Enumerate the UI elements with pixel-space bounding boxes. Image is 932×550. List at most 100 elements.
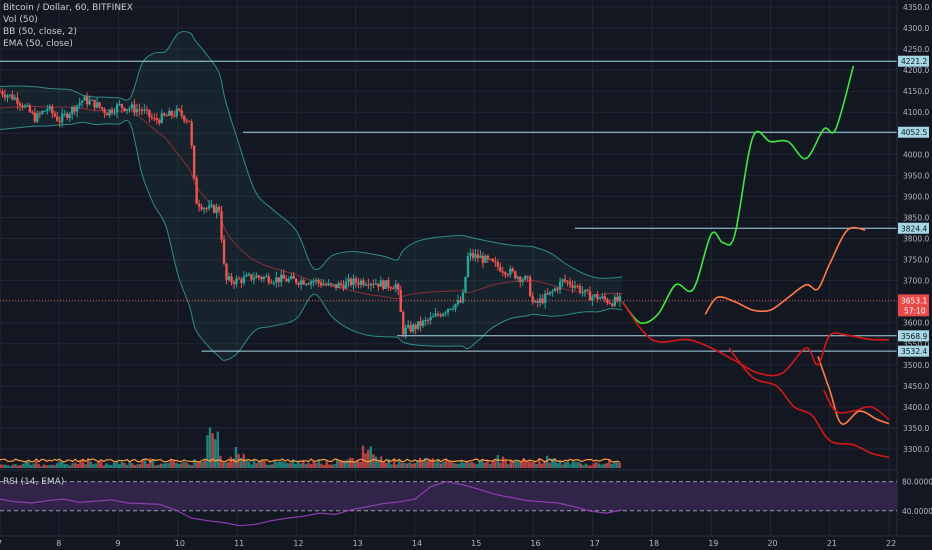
volume-bar — [532, 461, 536, 468]
volume-bar — [61, 461, 64, 468]
volume-bar — [221, 462, 225, 468]
volume-bar — [268, 464, 271, 468]
candle-body — [342, 284, 345, 289]
price-tick-label: 4300.0 — [903, 24, 929, 33]
volume-bar — [219, 455, 222, 468]
volume-bar — [577, 462, 580, 468]
candle-body — [46, 108, 49, 111]
ema-indicator-label[interactable]: EMA (50, close) — [3, 39, 73, 49]
volume-bar — [595, 462, 598, 468]
bollinger-indicator-label[interactable]: BB (50, close, 2) — [3, 27, 78, 37]
volume-bar — [92, 464, 95, 468]
candle-body — [56, 116, 59, 121]
candle-body — [135, 109, 139, 113]
volume-bar — [71, 463, 74, 468]
volume-bar — [379, 456, 383, 468]
candle-body — [327, 283, 330, 285]
volume-bar — [102, 465, 105, 468]
candle-body — [374, 283, 378, 285]
price-tick-label: 3950.0 — [903, 171, 929, 180]
candle-body — [551, 290, 554, 292]
candle-body — [120, 104, 124, 108]
candle-body — [461, 292, 465, 303]
candle-body — [200, 206, 203, 210]
volume-bar — [413, 463, 417, 468]
candle-body — [322, 284, 325, 286]
volume-bar — [512, 461, 515, 468]
candle-body — [43, 110, 47, 112]
candle-body — [143, 109, 146, 111]
candle-body — [474, 254, 477, 258]
current-price-label: 3653.1 — [901, 296, 927, 305]
candle-body — [80, 100, 84, 103]
volume-bar — [366, 449, 370, 468]
rsi-indicator-label[interactable]: RSI (14, EMA) — [3, 477, 65, 487]
volume-bar — [504, 460, 507, 468]
candle-body — [66, 113, 69, 119]
volume-bar — [58, 461, 61, 468]
candle-body — [297, 282, 300, 285]
volume-bar — [24, 461, 28, 468]
candle-body — [543, 293, 547, 304]
candle-body — [354, 278, 358, 283]
candle-body — [173, 115, 176, 117]
candle-body — [48, 106, 51, 109]
candle-body — [349, 278, 353, 286]
current-price-tag — [898, 294, 929, 317]
candle-body — [541, 298, 544, 304]
candle-body — [561, 279, 564, 282]
candle-body — [215, 206, 218, 213]
candle-body — [304, 283, 308, 285]
volume-bar — [558, 461, 562, 468]
candle-body — [611, 303, 614, 306]
candle-body — [491, 259, 495, 262]
candle-body — [608, 303, 612, 305]
volume-bar — [439, 463, 442, 468]
candle-body — [556, 288, 559, 290]
volume-bar — [566, 461, 570, 468]
volume-bar — [517, 461, 520, 468]
volume-bar — [55, 463, 59, 468]
price-axis[interactable]: 4350.04300.04250.04200.04150.04100.04050… — [896, 0, 932, 536]
symbol-label: Bitcoin / Dollar, 60, BITFINEX — [3, 3, 133, 13]
volume-bar — [35, 460, 38, 468]
candle-body — [421, 320, 425, 326]
candle-body — [178, 108, 181, 111]
volume-bar — [465, 461, 468, 468]
time-axis[interactable]: 7 8 9 10 11 12 13 14 15 16 17 18 19 20 21 22 — [0, 539, 896, 548]
volume-indicator-label[interactable]: Vol (50) — [3, 15, 38, 25]
volume-bar — [245, 459, 248, 468]
candle-body — [454, 303, 457, 309]
candle-body — [195, 177, 198, 204]
rsi-tick-label: 80.0000 — [902, 478, 932, 487]
candle-body — [591, 296, 594, 301]
candle-body — [262, 276, 266, 279]
volume-bar — [431, 458, 435, 468]
volume-bar — [351, 458, 354, 468]
price-tick-label: 3900.0 — [903, 192, 929, 201]
candle-body — [63, 113, 66, 115]
candle-body — [242, 276, 246, 283]
candle-body — [606, 299, 609, 304]
volume-bar — [260, 460, 264, 468]
volume-bar — [587, 465, 590, 468]
candle-body — [75, 105, 79, 112]
volume-bar — [193, 459, 196, 468]
price-tick-label: 3700.0 — [903, 277, 929, 286]
volume-bar — [483, 462, 487, 468]
candle-body — [295, 278, 298, 283]
candle-body — [252, 278, 256, 280]
candle-body — [51, 106, 54, 114]
volume-bar — [608, 459, 611, 468]
volume-bar — [315, 462, 318, 468]
time-tick-label: 9 — [116, 539, 121, 548]
candle-body — [441, 313, 445, 317]
volume-bar — [602, 463, 606, 468]
candle-body — [245, 275, 248, 277]
candle-body — [471, 253, 475, 258]
volume-bar — [514, 461, 518, 468]
candle-body — [521, 279, 524, 282]
volume-bar — [328, 464, 331, 468]
volume-bar — [408, 462, 411, 468]
